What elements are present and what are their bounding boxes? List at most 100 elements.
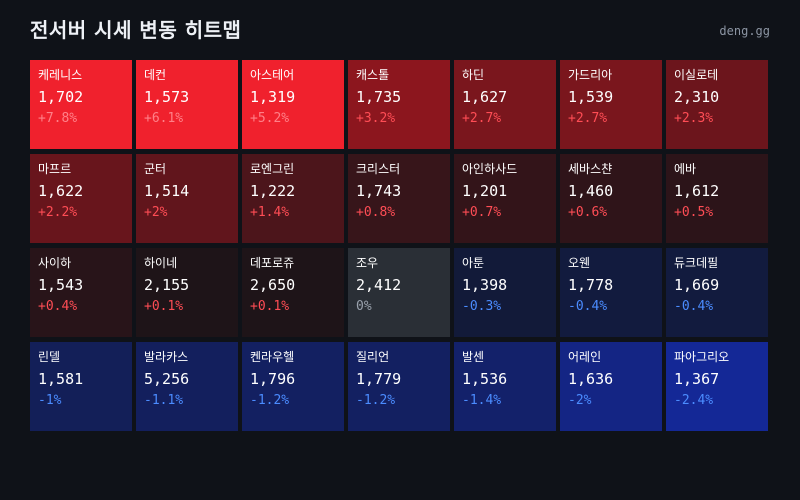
header: 전서버 시세 변동 히트맵 deng.gg [30,14,770,44]
server-price: 1,622 [38,182,84,200]
server-name: 이실로테 [674,68,719,82]
server-name: 마프르 [38,162,72,176]
server-name: 발라카스 [144,350,189,364]
server-name: 하딘 [462,68,485,82]
server-name: 사이하 [38,256,72,270]
server-tile[interactable]: 캐스톨 1,735 +3.2% [348,60,450,149]
server-change: +0.7% [462,205,502,220]
server-change: -1.4% [462,393,502,408]
server-change: -1.1% [144,393,184,408]
server-change: -1.2% [250,393,290,408]
server-tile[interactable]: 발센 1,536 -1.4% [454,342,556,431]
server-tile[interactable]: 발라카스 5,256 -1.1% [136,342,238,431]
server-price: 1,573 [144,88,190,106]
server-change: +2% [144,205,168,220]
server-tile[interactable]: 사이하 1,543 +0.4% [30,248,132,337]
server-name: 린델 [38,350,61,364]
server-tile[interactable]: 하딘 1,627 +2.7% [454,60,556,149]
server-change: -0.3% [462,299,502,314]
server-change: +0.4% [38,299,78,314]
server-price: 1,735 [356,88,402,106]
server-tile[interactable]: 아스테어 1,319 +5.2% [242,60,344,149]
server-tile[interactable]: 오웬 1,778 -0.4% [560,248,662,337]
server-name: 로엔그린 [250,162,295,176]
server-price: 1,543 [38,276,84,294]
server-name: 가드리아 [568,68,613,82]
server-name: 아툰 [462,256,485,270]
server-tile[interactable]: 켄라우헬 1,796 -1.2% [242,342,344,431]
server-tile[interactable]: 조우 2,412 0% [348,248,450,337]
server-tile[interactable]: 군터 1,514 +2% [136,154,238,243]
server-name: 듀크데필 [674,256,719,270]
server-tile[interactable]: 케레니스 1,702 +7.8% [30,60,132,149]
server-change: +3.2% [356,111,396,126]
server-price: 2,310 [674,88,720,106]
server-tile[interactable]: 질리언 1,779 -1.2% [348,342,450,431]
server-name: 캐스톨 [356,68,390,82]
server-name: 크리스터 [356,162,401,176]
server-change: +7.8% [38,111,78,126]
server-tile[interactable]: 가드리아 1,539 +2.7% [560,60,662,149]
server-price: 2,155 [144,276,190,294]
server-price: 1,636 [568,370,614,388]
server-change: -0.4% [674,299,714,314]
server-change: -2% [568,393,592,408]
server-tile[interactable]: 어레인 1,636 -2% [560,342,662,431]
server-price: 1,222 [250,182,296,200]
server-name: 오웬 [568,256,591,270]
server-change: 0% [356,299,372,314]
server-change: +2.7% [568,111,608,126]
server-change: +6.1% [144,111,184,126]
server-price: 1,743 [356,182,402,200]
server-change: -0.4% [568,299,608,314]
server-name: 에바 [674,162,697,176]
server-tile[interactable]: 데포로쥬 2,650 +0.1% [242,248,344,337]
server-name: 조우 [356,256,379,270]
server-change: -1.2% [356,393,396,408]
server-tile[interactable]: 마프르 1,622 +2.2% [30,154,132,243]
server-name: 군터 [144,162,167,176]
server-price: 1,460 [568,182,614,200]
server-price: 1,779 [356,370,402,388]
server-price: 1,536 [462,370,508,388]
server-tile[interactable]: 하이네 2,155 +0.1% [136,248,238,337]
server-tile[interactable]: 파아그리오 1,367 -2.4% [666,342,768,431]
server-change: +0.5% [674,205,714,220]
server-price: 1,796 [250,370,296,388]
server-change: +1.4% [250,205,290,220]
server-change: +2.7% [462,111,502,126]
server-name: 파아그리오 [674,350,730,364]
server-change: -2.4% [674,393,714,408]
server-change: +0.6% [568,205,608,220]
server-price: 2,650 [250,276,296,294]
server-tile[interactable]: 린델 1,581 -1% [30,342,132,431]
server-name: 켄라우헬 [250,350,295,364]
server-name: 아스테어 [250,68,295,82]
server-price: 1,778 [568,276,614,294]
server-price: 1,702 [38,88,84,106]
server-tile[interactable]: 데컨 1,573 +6.1% [136,60,238,149]
server-price: 1,367 [674,370,720,388]
server-price: 1,398 [462,276,508,294]
server-price: 1,669 [674,276,720,294]
server-change: +5.2% [250,111,290,126]
server-name: 케레니스 [38,68,83,82]
server-price: 2,412 [356,276,402,294]
server-price: 1,201 [462,182,508,200]
server-name: 하이네 [144,256,178,270]
server-tile[interactable]: 아툰 1,398 -0.3% [454,248,556,337]
server-tile[interactable]: 이실로테 2,310 +2.3% [666,60,768,149]
server-name: 어레인 [568,350,602,364]
server-tile[interactable]: 에바 1,612 +0.5% [666,154,768,243]
server-price: 1,319 [250,88,296,106]
server-tile[interactable]: 듀크데필 1,669 -0.4% [666,248,768,337]
server-name: 아인하사드 [462,162,518,176]
server-change: +2.3% [674,111,714,126]
server-name: 데포로쥬 [250,256,295,270]
server-tile[interactable]: 로엔그린 1,222 +1.4% [242,154,344,243]
server-tile[interactable]: 세바스챤 1,460 +0.6% [560,154,662,243]
server-name: 세바스챤 [568,162,613,176]
server-tile[interactable]: 크리스터 1,743 +0.8% [348,154,450,243]
server-tile[interactable]: 아인하사드 1,201 +0.7% [454,154,556,243]
server-price: 1,627 [462,88,508,106]
